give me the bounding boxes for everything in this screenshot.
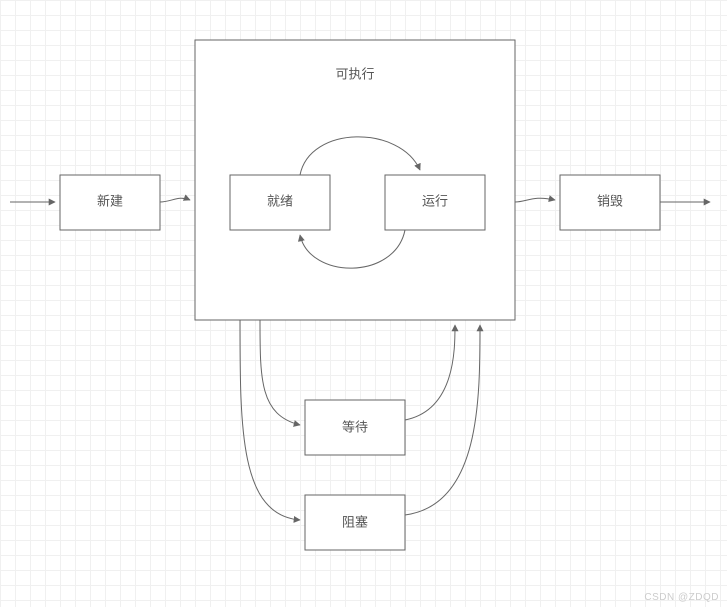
- node-destroy-label: 销毁: [597, 193, 623, 208]
- edge-blocked-runnable: [405, 325, 480, 515]
- node-blocked-label: 阻塞: [342, 514, 368, 529]
- node-ready-label: 就绪: [267, 193, 293, 208]
- node-waiting-label: 等待: [342, 419, 368, 434]
- node-new-label: 新建: [97, 193, 123, 208]
- edge-waiting-runnable: [405, 325, 455, 420]
- node-running-label: 运行: [422, 193, 448, 208]
- node-runnable-label: 可执行: [335, 66, 374, 81]
- edge-runnable-blocked: [240, 320, 300, 520]
- state-flowchart: 可执行 新建 就绪 运行 销毁 等待 阻塞: [0, 0, 727, 607]
- edge-runnable-destroy: [515, 198, 555, 202]
- edge-new-runnable: [160, 198, 190, 202]
- watermark-text: CSDN @ZDQD: [644, 592, 719, 603]
- edge-runnable-waiting: [260, 320, 300, 425]
